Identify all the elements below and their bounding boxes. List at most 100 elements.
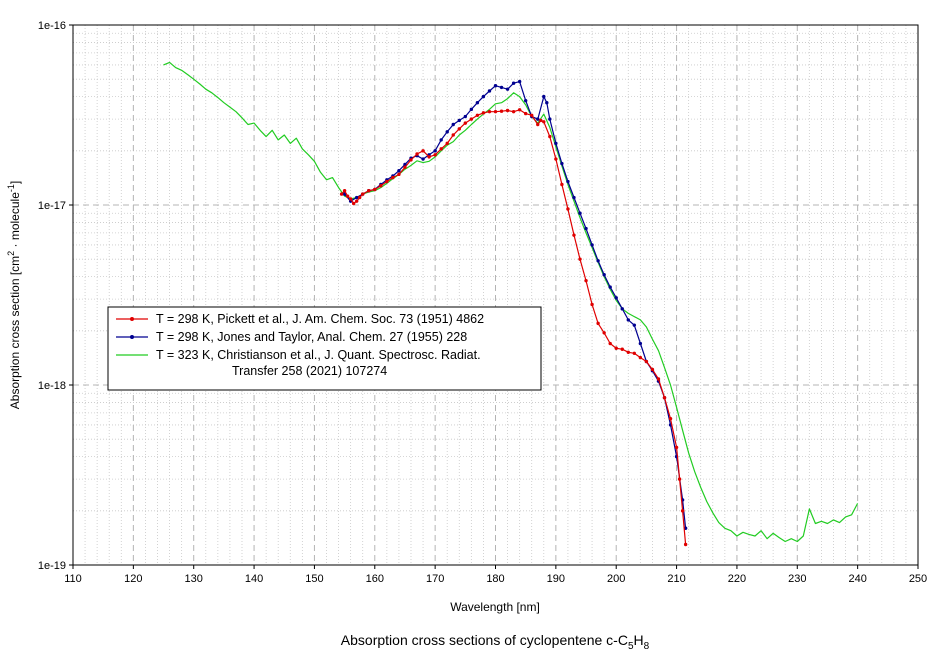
series-1-point [539, 118, 543, 123]
series-1-point [511, 109, 516, 114]
series-2-point [403, 162, 407, 167]
series-2-point [475, 101, 480, 105]
x-tick-label: 240 [848, 573, 866, 585]
series-1-point [548, 134, 552, 139]
series-2-point [493, 84, 498, 88]
y-tick-label: 1e-17 [38, 200, 66, 212]
series-1-point [348, 197, 353, 201]
series-2-point [469, 107, 474, 112]
series-2-point [511, 81, 516, 85]
y-tick-label: 1e-19 [38, 560, 66, 572]
legend-box [107, 306, 542, 391]
series-1-point [517, 108, 522, 112]
legend-label: T = 323 K, Christianson et al., J. Quant… [156, 348, 481, 362]
series-1-point [475, 113, 480, 118]
series-2-point [572, 195, 576, 200]
series-1-point [439, 147, 443, 151]
series-2-point [638, 341, 643, 346]
legend-entry-3: T = 323 K, Christianson et al., J. Quant… [116, 348, 481, 378]
series-2-point [517, 79, 522, 84]
series-1-point [614, 346, 618, 350]
series-1-point [554, 157, 558, 161]
series-1-point [590, 302, 594, 307]
series-1-point [632, 351, 637, 356]
series-1-point [560, 182, 564, 187]
x-tick-label: 170 [426, 573, 444, 585]
x-axis-label: Wavelength [nm] [450, 600, 540, 614]
series-1-point [650, 367, 655, 372]
legend: T = 298 K, Pickett et al., J. Am. Chem. … [107, 306, 542, 391]
series-1-point [536, 122, 540, 127]
series-1 [339, 108, 688, 547]
series-1-point [451, 133, 455, 137]
series-2-point [554, 141, 558, 146]
series-1-point [578, 257, 582, 261]
x-tick-label: 210 [667, 573, 685, 585]
series-1-point [345, 194, 350, 198]
series-2-point [536, 117, 540, 121]
series-1-point [357, 195, 362, 200]
series-2-point [481, 94, 486, 99]
series-layer [163, 61, 859, 547]
series-1-point [620, 347, 624, 351]
series-1-point [674, 445, 679, 450]
series-2-point [614, 296, 618, 300]
y-tick-label: 1e-18 [38, 380, 66, 392]
series-1-point [638, 355, 643, 360]
x-tick-label: 110 [64, 573, 82, 585]
series-1-point [683, 542, 688, 547]
x-tick-label: 130 [185, 573, 203, 585]
legend-label: T = 298 K, Pickett et al., J. Am. Chem. … [156, 312, 484, 326]
x-tick-label: 160 [366, 573, 384, 585]
series-1-point [415, 152, 419, 156]
x-tick-label: 220 [728, 573, 746, 585]
x-tick-label: 180 [486, 573, 504, 585]
series-1-line [341, 109, 687, 545]
series-1-point [608, 341, 612, 346]
series-1-point [505, 108, 510, 113]
series-1-point [379, 184, 383, 188]
series-2-point [463, 114, 468, 119]
series-1-point [427, 155, 431, 159]
series-2-point [457, 118, 461, 123]
x-tick-label: 230 [788, 573, 806, 585]
legend-label: Transfer 258 (2021) 107274 [232, 364, 387, 378]
series-1-point [493, 109, 498, 114]
series-1-point [668, 416, 673, 421]
series-2-point [602, 272, 606, 277]
series-2-point [545, 101, 549, 105]
x-axis-ticks: 110 120 130 140 150 160 170 180 190 200 210 220 230 2… [64, 565, 927, 585]
series-1-point [644, 359, 649, 364]
series-2-point [548, 117, 552, 121]
series-2-point [523, 98, 528, 103]
series-1-point [385, 179, 389, 184]
series-1-point [469, 117, 474, 121]
series-2-point [499, 85, 504, 90]
legend-entry-1: T = 298 K, Pickett et al., J. Am. Chem. … [116, 312, 484, 326]
legend-marker [130, 335, 134, 339]
series-1-point [542, 120, 546, 124]
x-tick-label: 150 [305, 573, 323, 585]
series-2-point [620, 307, 624, 311]
series-1-point [656, 377, 661, 381]
series-2-point [354, 195, 359, 200]
series-2-point [433, 149, 437, 153]
series-2-point [445, 130, 449, 134]
series-1-point [354, 199, 359, 203]
series-1-point [596, 321, 600, 326]
series-2-point [542, 94, 546, 99]
series-1-point [445, 141, 449, 146]
series-1-point [463, 121, 468, 125]
series-1-point [397, 172, 401, 177]
series-1-point [391, 175, 395, 180]
series-1-point [421, 149, 425, 153]
series-1-point [584, 278, 588, 283]
series-1-point [499, 109, 504, 113]
legend-entry-2: T = 298 K, Jones and Taylor, Anal. Chem.… [116, 330, 467, 344]
series-2-point [608, 285, 612, 289]
series-1-point [342, 189, 347, 193]
series-2-point [451, 122, 455, 127]
series-1-point [361, 192, 365, 196]
series-1-point [530, 113, 534, 118]
series-1-point [626, 350, 630, 354]
